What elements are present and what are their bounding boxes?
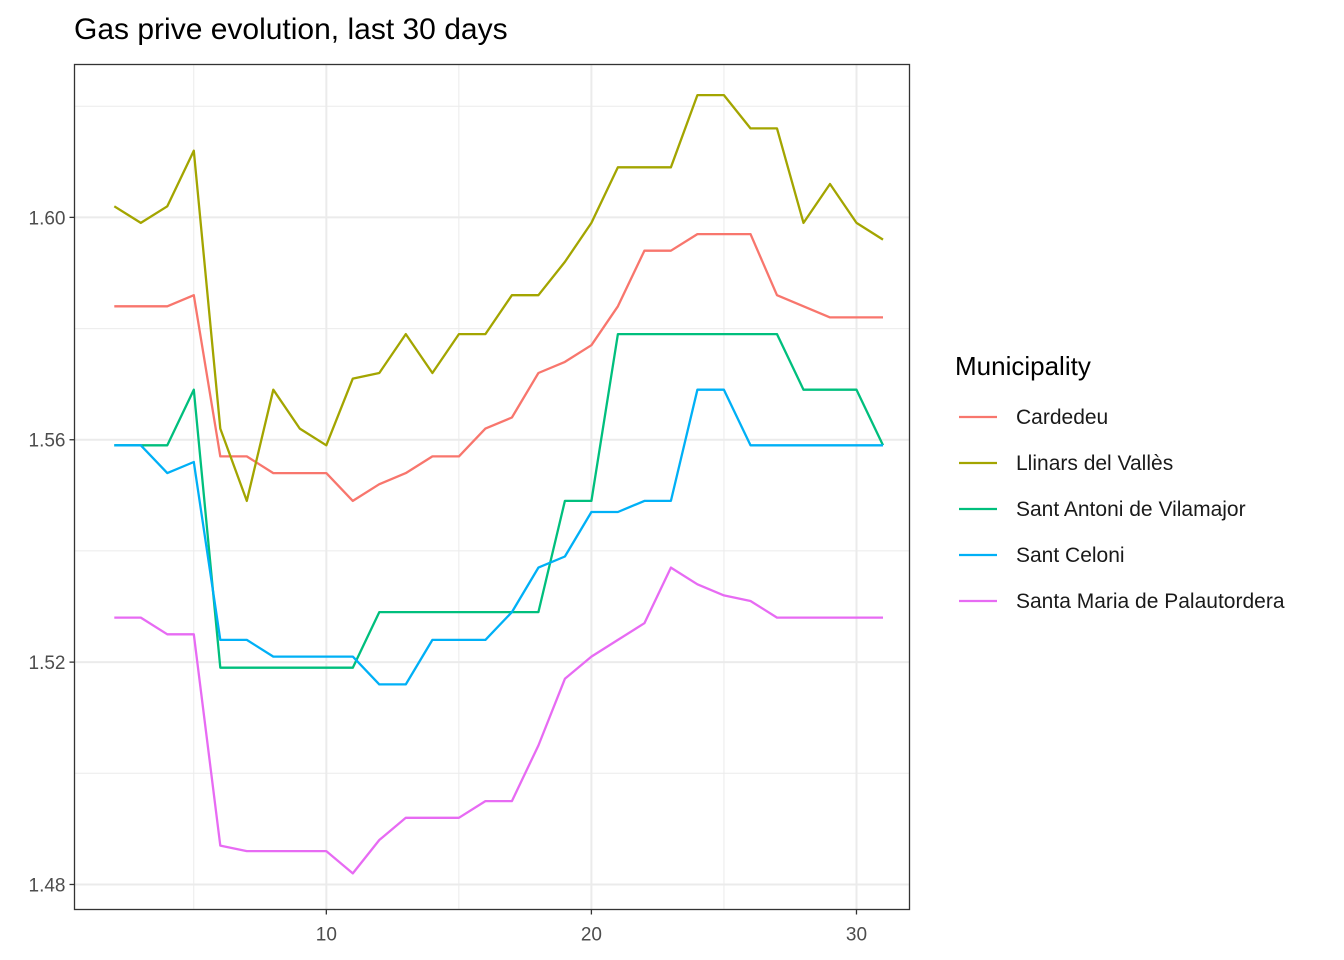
y-tick-label: 1.48: [29, 875, 66, 896]
axes: 1.48 1.52 1.56 1.60 10 20 30: [29, 208, 868, 945]
legend-title: Municipality: [955, 351, 1091, 381]
grid-lines: [74, 64, 910, 910]
legend: Municipality Cardedeu Llinars del Vallès S…: [955, 351, 1285, 613]
series-line-3: [114, 332, 885, 669]
plot-border: [73, 63, 911, 911]
x-tick-label: 20: [581, 925, 602, 946]
legend-label-5: Santa Maria de Palautordera: [1016, 590, 1285, 613]
chart-title: Gas prive evolution, last 30 days: [74, 13, 508, 46]
series-line-5: [114, 566, 883, 875]
series-line-1: [114, 232, 883, 503]
legend-label-3: Sant Antoni de Vilamajor: [1016, 498, 1246, 521]
plot-background: [74, 64, 910, 910]
legend-label-1: Cardedeu: [1016, 406, 1108, 429]
series-line-4: [114, 388, 883, 686]
series-line-2: [113, 93, 884, 503]
series-lines: [113, 93, 885, 875]
legend-label-2: Llinars del Vallès: [1016, 452, 1173, 475]
x-tick-label: 30: [846, 925, 867, 946]
y-tick-label: 1.56: [29, 431, 66, 452]
y-tick-label: 1.52: [29, 653, 66, 674]
y-tick-label: 1.60: [29, 208, 66, 229]
legend-label-4: Sant Celoni: [1016, 544, 1125, 567]
x-tick-label: 10: [316, 925, 337, 946]
